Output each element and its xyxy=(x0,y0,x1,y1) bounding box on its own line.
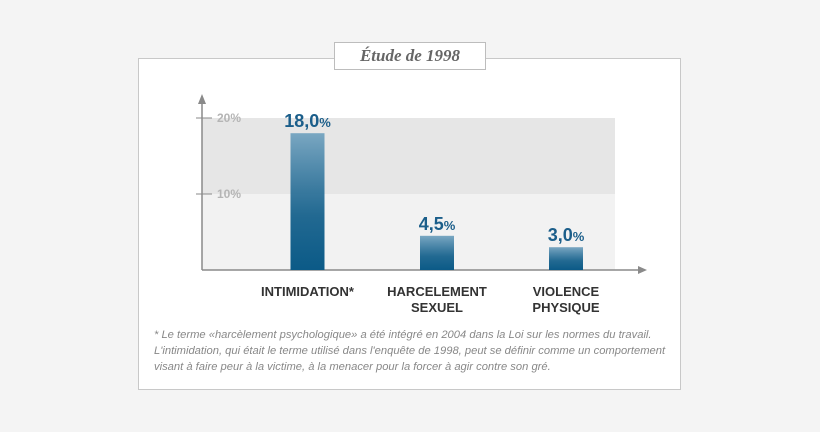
category-label: INTIMIDATION* xyxy=(261,284,354,299)
bar xyxy=(420,235,454,270)
percent-suffix: % xyxy=(444,218,456,233)
chart-title: Étude de 1998 xyxy=(334,42,486,70)
percent-suffix: % xyxy=(319,115,331,130)
bar-value-label: 18,0% xyxy=(284,111,331,131)
y-axis-arrow-icon xyxy=(198,94,206,104)
category-label: HARCELEMENT SEXUEL xyxy=(387,284,487,315)
band-lower xyxy=(202,194,615,270)
band-upper xyxy=(202,118,615,194)
category-label: VIOLENCE PHYSIQUE xyxy=(532,284,600,315)
y-tick-label: 20% xyxy=(217,111,241,125)
x-axis-arrow-icon xyxy=(638,266,647,274)
bar-value-label: 3,0% xyxy=(548,225,585,245)
y-tick-label: 10% xyxy=(217,187,241,201)
bar-value-label: 4,5% xyxy=(419,214,456,234)
bar xyxy=(549,247,583,270)
bar xyxy=(290,133,325,270)
footnote: * Le terme «harcèlement psychologique» a… xyxy=(154,329,666,373)
percent-suffix: % xyxy=(573,229,585,244)
